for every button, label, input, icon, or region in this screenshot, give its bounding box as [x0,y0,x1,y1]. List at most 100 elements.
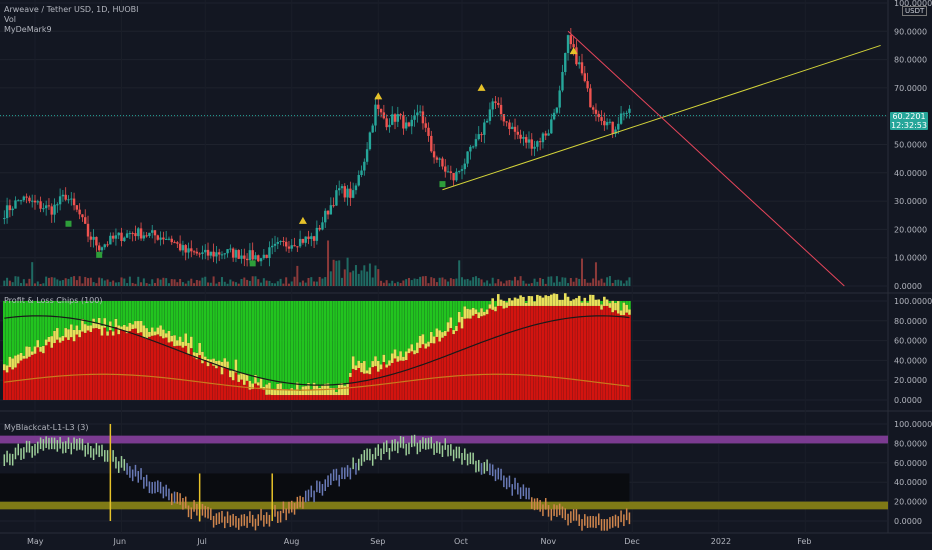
chips-green-bar [231,301,235,371]
chips-yellow-bar [229,370,232,378]
volume-bar [346,257,349,286]
volume-bar [622,283,625,286]
volume-bar [472,277,475,286]
volume-bar [151,279,154,286]
chips-green-bar [628,301,631,310]
y-tick-label: 10.0000 [894,254,927,263]
volume-bar [438,277,441,286]
chips-yellow-bar [198,343,201,356]
chips-green-bar [206,301,210,359]
volume-bar [511,280,514,286]
volume-bar [349,272,352,286]
candle-body [271,245,274,248]
chips-green-bar [614,301,617,303]
candle-body [243,255,246,259]
volume-bar [260,282,263,286]
chips-yellow-bar [393,349,397,359]
chips-yellow-bar [580,302,584,306]
candle-body [282,240,285,242]
chips-yellow-bar [28,346,31,357]
chips-red-bar [354,370,358,400]
volume-bar [70,276,73,286]
chips-green-bar [474,301,478,310]
chips-yellow-bar [293,390,296,396]
candle-body [117,232,120,236]
chips-green-bar [259,301,263,379]
chips-green-bar [159,301,162,326]
volume-bar [594,262,597,286]
blackcat-pane-title[interactable]: MyBlackcat-L1-L3 (3) [4,423,89,432]
volume-bar [516,280,519,286]
chips-red-bar [120,329,123,400]
candle-body [134,233,137,237]
chips-yellow-bar [296,382,299,396]
chips-green-bar [586,301,589,303]
chips-yellow-bar [156,327,160,335]
volume-bar [391,280,394,286]
volume-bar [310,277,313,286]
chips-red-bar [488,308,492,400]
candle-body [326,210,330,215]
candle-body [416,112,419,116]
volume-bar [329,271,332,286]
chips-red-bar [203,360,207,400]
currency-badge[interactable]: USDT [902,6,928,16]
chips-green-bar [471,301,475,308]
candle-body [318,227,321,230]
volume-bar [458,260,461,286]
chips-yellow-bar [203,356,207,361]
volume-bar [620,280,623,286]
chips-yellow-bar [466,308,469,319]
chips-green-bar [148,301,151,332]
chips-yellow-bar [530,296,534,306]
chips-red-bar [69,337,73,400]
chips-yellow-bar [256,382,260,386]
chips-yellow-bar [123,324,126,331]
chips-yellow-bar [527,295,531,306]
chips-red-bar [404,360,408,400]
candle-body [432,151,436,158]
chips-red-bar [455,331,458,400]
x-tick-label: Aug [284,537,300,546]
chips-yellow-bar [374,356,377,367]
chips-yellow-bar [371,361,374,368]
chips-yellow-bar [491,298,494,310]
vol-legend[interactable]: Vol [4,15,16,24]
volume-bar [165,278,168,286]
chips-green-bar [142,301,146,326]
chips-yellow-bar [307,382,310,396]
volume-bar [533,278,536,286]
candle-body [441,158,444,167]
chips-yellow-bar [181,341,185,348]
volume-bar [407,277,410,286]
volume-bar [444,279,447,286]
volume-bar [466,278,469,286]
volume-bar [140,282,143,286]
chips-red-bar [496,305,500,400]
chips-red-bar [231,380,235,400]
symbol-title[interactable]: Arweave / Tether USD, 1D, HUOBI [4,5,139,14]
chips-red-bar [173,346,176,400]
volume-bar [293,276,296,286]
candle-body [170,238,173,243]
chips-pane-title[interactable]: Profit & Loss Chips (100) [4,296,103,305]
chips-yellow-bar [625,304,628,313]
volume-bar [179,278,182,286]
chips-yellow-bar [360,362,363,373]
demark-legend[interactable]: MyDeMark9 [4,25,52,34]
chips-red-bar [441,337,444,400]
chips-red-bar [594,305,598,400]
chips-red-bar [502,308,506,400]
candle-body [31,200,34,202]
volume-bar [589,282,592,286]
chips-red-bar [586,305,589,400]
chips-red-bar [469,318,472,400]
y-tick-label: 20.0000 [894,498,927,507]
chips-red-bar [575,305,578,400]
chips-red-bar [357,367,361,400]
chips-green-bar [365,301,369,371]
volume-bar [505,280,508,286]
volume-bar [461,277,463,286]
volume-bar [480,279,483,286]
